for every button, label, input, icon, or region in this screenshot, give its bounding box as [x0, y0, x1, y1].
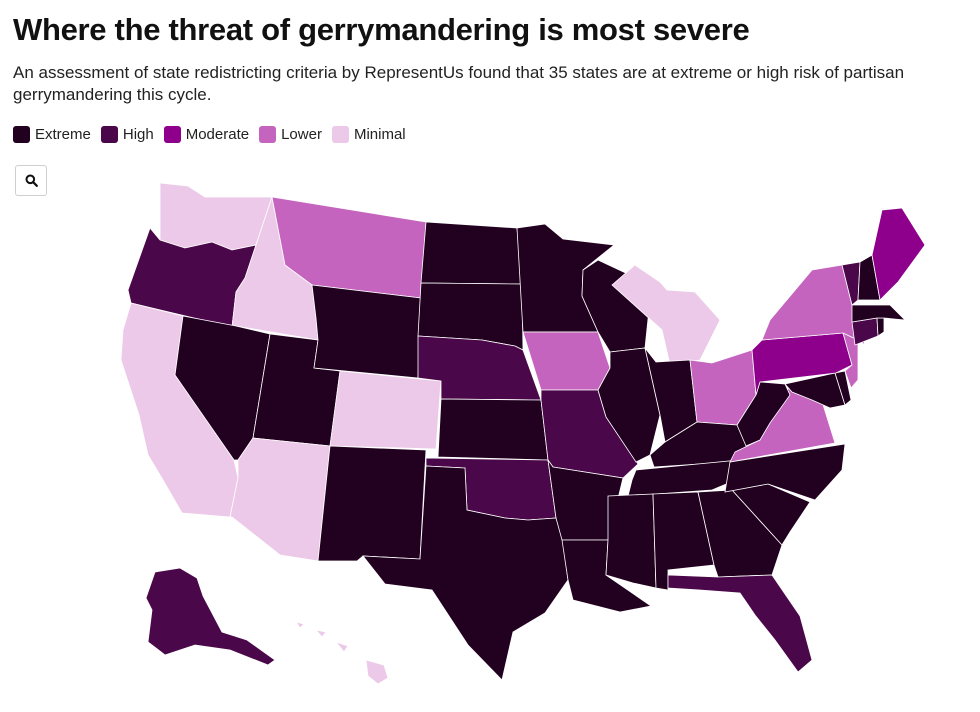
legend-item-minimal: Minimal	[331, 126, 406, 143]
state-colorado[interactable]	[329, 370, 442, 450]
state-michigan[interactable]	[611, 264, 721, 366]
legend-swatch-lower	[259, 126, 277, 143]
state-iowa[interactable]	[522, 331, 611, 391]
legend-item-high: High	[100, 126, 154, 143]
state-arizona[interactable]	[229, 437, 331, 562]
legend-label-lower: Lower	[281, 126, 322, 143]
legend-swatch-extreme	[13, 126, 30, 143]
legend-item-moderate: Moderate	[163, 126, 250, 143]
state-alaska[interactable]	[145, 567, 276, 666]
legend-label-high: High	[122, 126, 154, 143]
state-hawaii-island-2[interactable]	[314, 629, 327, 638]
state-texas[interactable]	[362, 465, 569, 681]
state-new-mexico[interactable]	[317, 445, 427, 562]
zoom-button[interactable]	[15, 165, 47, 196]
chart-title: Where the threat of gerrymandering is mo…	[13, 12, 750, 47]
legend-swatch-minimal	[331, 126, 349, 143]
state-maine[interactable]	[871, 207, 926, 301]
legend-item-extreme: Extreme	[13, 126, 91, 143]
legend-swatch-moderate	[163, 126, 181, 143]
search-icon	[25, 174, 38, 187]
state-rhode-island[interactable]	[876, 317, 885, 337]
legend-swatch-high	[100, 126, 118, 143]
legend-label-minimal: Minimal	[353, 126, 406, 143]
state-washington[interactable]	[159, 182, 273, 251]
legend: Extreme High Moderate Lower Minimal	[13, 126, 406, 143]
state-florida[interactable]	[667, 574, 813, 673]
state-north-dakota[interactable]	[420, 221, 523, 285]
state-north-carolina[interactable]	[724, 443, 846, 501]
state-hawaii[interactable]	[365, 659, 389, 685]
state-kansas[interactable]	[437, 398, 549, 461]
state-connecticut[interactable]	[851, 317, 879, 346]
legend-item-lower: Lower	[259, 126, 322, 143]
legend-label-extreme: Extreme	[35, 126, 91, 143]
state-wyoming[interactable]	[311, 284, 422, 379]
state-hawaii-island-1[interactable]	[334, 641, 349, 653]
state-hawaii-island-3[interactable]	[295, 621, 305, 629]
state-mississippi[interactable]	[605, 493, 657, 589]
legend-label-moderate: Moderate	[185, 126, 250, 143]
state-delaware[interactable]	[834, 370, 852, 406]
chart-subtitle: An assessment of state redistricting cri…	[13, 63, 905, 104]
state-massachusetts[interactable]	[851, 304, 907, 323]
